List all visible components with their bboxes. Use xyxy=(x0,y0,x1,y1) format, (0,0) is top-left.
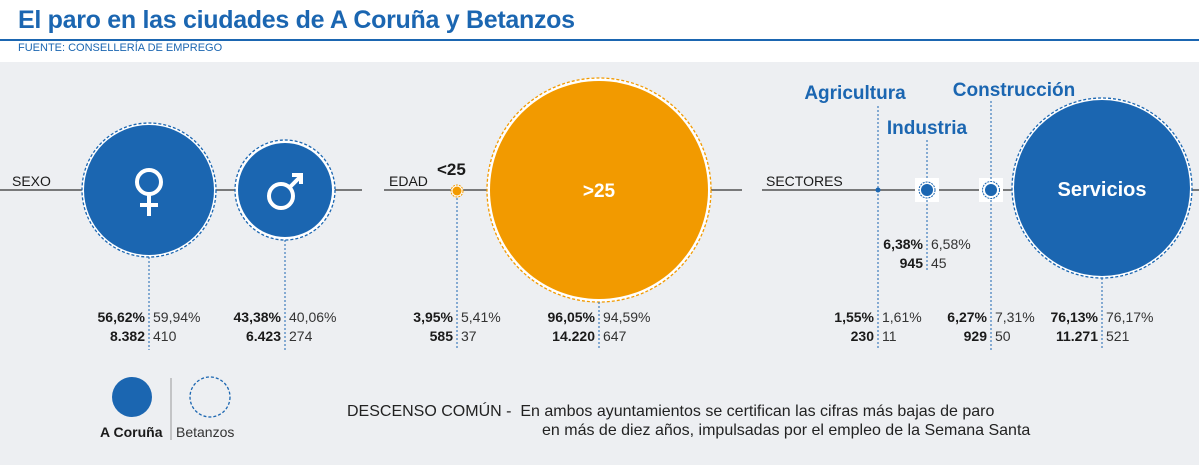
group-label-edad: EDAD xyxy=(389,173,428,189)
industria-coruna-bubble xyxy=(921,184,933,196)
under25-betanzos-pct: 5,41% xyxy=(461,309,501,325)
page-title: El paro en las ciudades de A Coruña y Be… xyxy=(18,6,575,34)
construccion-betanzos-pct: 7,31% xyxy=(995,309,1035,325)
construccion-coruna-bubble xyxy=(985,184,997,196)
construccion-betanzos-count: 50 xyxy=(995,328,1011,344)
title-rule xyxy=(0,39,1199,41)
under25-label: <25 xyxy=(437,160,466,179)
agricultura-coruna-pct: 1,55% xyxy=(834,309,874,325)
over25-coruna-count: 14.220 xyxy=(552,328,595,344)
footer-line1: En ambos ayuntamientos se certifican las… xyxy=(520,403,995,420)
male-betanzos-pct: 40,06% xyxy=(289,309,336,325)
over25-coruna-pct: 96,05% xyxy=(548,309,596,325)
header: El paro en las ciudades de A Coruña y Be… xyxy=(0,0,1199,62)
construccion-coruna-pct: 6,27% xyxy=(947,309,987,325)
male-betanzos-count: 274 xyxy=(289,328,313,344)
over25-betanzos-pct: 94,59% xyxy=(603,309,650,325)
servicios-coruna-bubble xyxy=(1014,100,1190,276)
legend-betanzos-label: Betanzos xyxy=(176,424,234,440)
footer-note: DESCENSO COMÚN - En ambos ayuntamientos … xyxy=(347,401,994,422)
under25-betanzos-count: 37 xyxy=(461,328,477,344)
industria-label: Industria xyxy=(887,118,968,139)
female-symbol-icon xyxy=(135,168,163,216)
female-betanzos-count: 410 xyxy=(153,328,177,344)
agricultura-betanzos-pct: 1,61% xyxy=(882,309,922,325)
agricultura-label: Agricultura xyxy=(804,83,906,104)
under25-coruna-count: 585 xyxy=(430,328,454,344)
female-betanzos-pct: 59,94% xyxy=(153,309,200,325)
servicios-betanzos-pct: 76,17% xyxy=(1106,309,1153,325)
servicios-coruna-pct: 76,13% xyxy=(1051,309,1099,325)
female-coruna-pct: 56,62% xyxy=(98,309,146,325)
over25-label: >25 xyxy=(583,181,616,202)
industria-betanzos-count: 45 xyxy=(931,255,947,271)
servicios-betanzos-count: 521 xyxy=(1106,328,1130,344)
construccion-label: Construcción xyxy=(953,80,1075,101)
over25-betanzos-count: 647 xyxy=(603,328,627,344)
under25-coruna-pct: 3,95% xyxy=(413,309,453,325)
legend-betanzos-swatch xyxy=(189,376,231,418)
industria-coruna-count: 945 xyxy=(900,255,924,271)
servicios-label: Servicios xyxy=(1058,179,1147,201)
female-coruna-count: 8.382 xyxy=(110,328,145,344)
servicios-coruna-count: 11.271 xyxy=(1056,328,1098,344)
footer-line2: en más de diez años, impulsadas por el e… xyxy=(542,422,1031,439)
male-coruna-bubble xyxy=(238,143,332,237)
over25-coruna-bubble xyxy=(490,81,708,299)
female-coruna-bubble xyxy=(84,125,214,255)
industria-betanzos-pct: 6,58% xyxy=(931,236,971,252)
male-coruna-count: 6.423 xyxy=(246,328,281,344)
under25-coruna-bubble xyxy=(452,186,462,196)
source-label: FUENTE: CONSELLERÍA DE EMPREGO xyxy=(18,42,223,54)
legend-coruna-swatch xyxy=(112,377,152,417)
agricultura-coruna-count: 230 xyxy=(851,328,875,344)
legend-coruna-label: A Coruña xyxy=(100,424,163,440)
footer-lead: DESCENSO COMÚN - xyxy=(347,403,512,420)
group-label-sectores: SECTORES xyxy=(766,173,843,189)
male-symbol-icon xyxy=(267,173,303,210)
agricultura-betanzos-count: 11 xyxy=(882,328,897,344)
industria-coruna-pct: 6,38% xyxy=(883,236,923,252)
construccion-coruna-count: 929 xyxy=(964,328,988,344)
group-label-sexo: SEXO xyxy=(12,173,51,189)
male-coruna-pct: 43,38% xyxy=(234,309,282,325)
